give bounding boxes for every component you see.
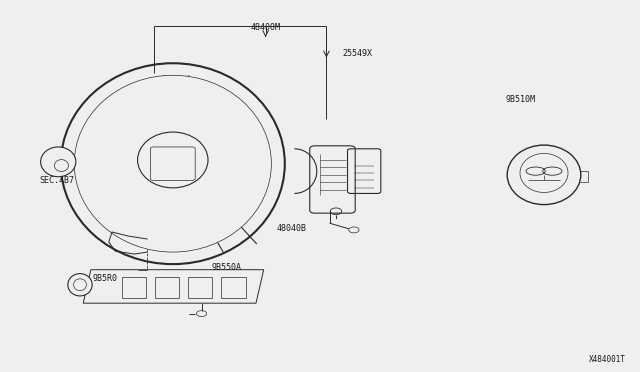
Ellipse shape xyxy=(41,147,76,177)
Text: 48400M: 48400M xyxy=(251,23,280,32)
Bar xyxy=(188,277,212,298)
Text: 48040B: 48040B xyxy=(276,224,306,233)
Ellipse shape xyxy=(74,75,271,252)
Text: 9B5R0: 9B5R0 xyxy=(93,274,118,283)
Bar xyxy=(122,277,146,298)
Text: 25549X: 25549X xyxy=(342,49,372,58)
Text: X484001T: X484001T xyxy=(589,355,626,364)
Text: 9B550A: 9B550A xyxy=(211,263,241,272)
Text: 9B510M: 9B510M xyxy=(506,95,536,104)
Bar xyxy=(155,277,179,298)
Ellipse shape xyxy=(68,274,92,296)
Text: SEC.4B7: SEC.4B7 xyxy=(40,176,75,185)
Polygon shape xyxy=(83,270,264,303)
Bar xyxy=(221,277,246,298)
